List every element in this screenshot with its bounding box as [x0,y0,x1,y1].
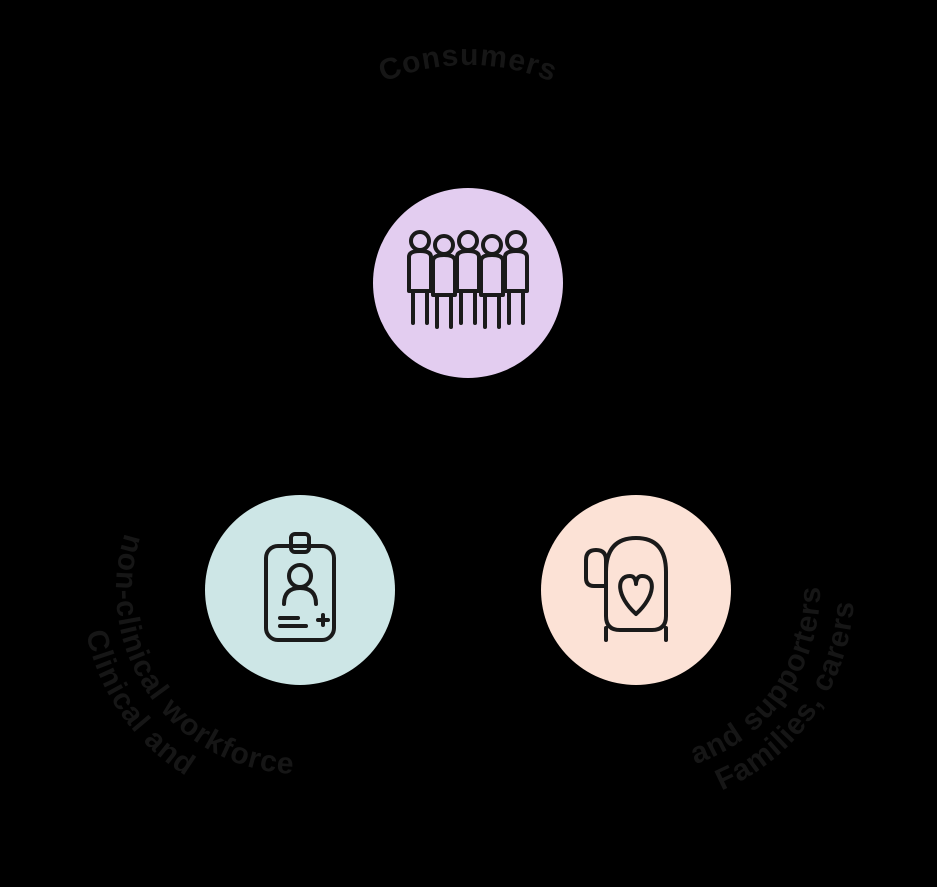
hub-families [541,495,731,685]
venn-diagram: ConsumersClinical andnon-clinical workfo… [0,0,937,887]
hub-consumers [373,188,563,378]
